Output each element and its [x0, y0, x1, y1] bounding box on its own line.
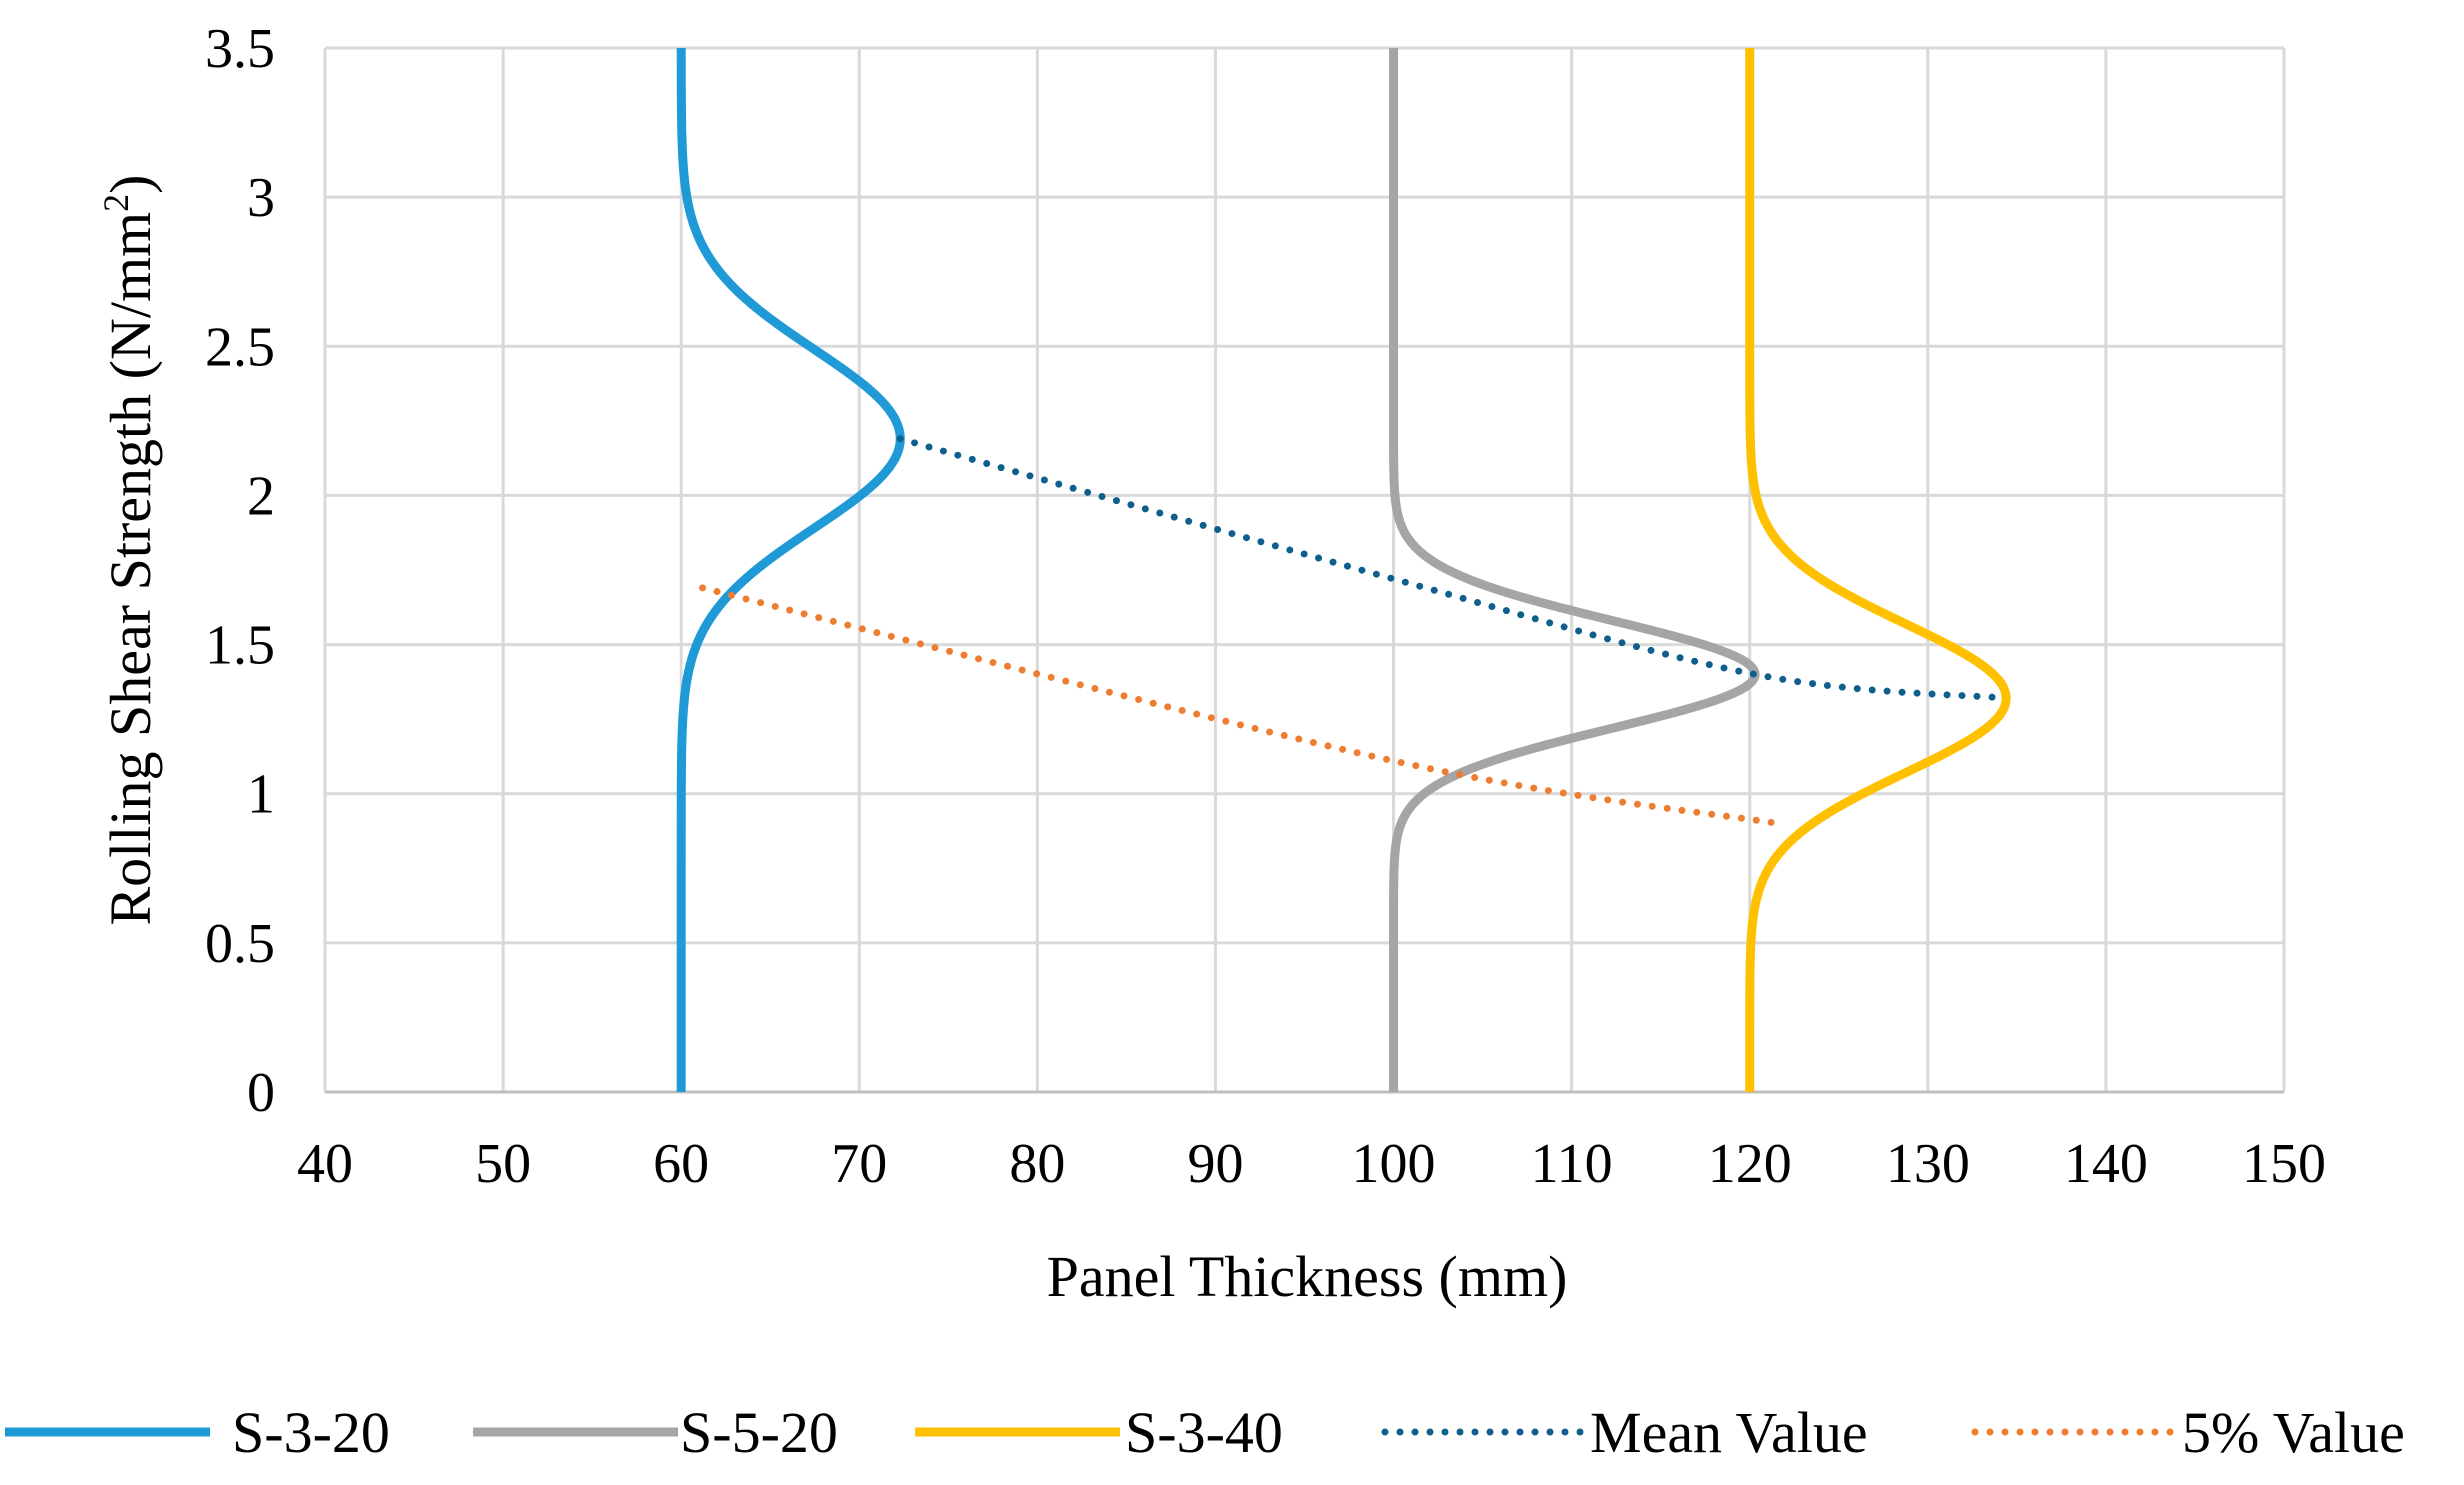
- legend-item-s-5-20: S-5-20: [473, 1400, 838, 1465]
- legend-label-s-5-20: S-5-20: [680, 1400, 838, 1465]
- x-tick-label-60: 60: [653, 1133, 709, 1195]
- tick-label-layer: 40 50 60 70 80 90 100 110 120 130 140 150 0 0.5 1 1.5 2 2…: [205, 18, 2326, 1195]
- y-tick-label-0.5: 0.5: [205, 913, 275, 975]
- x-tick-label-150: 150: [2242, 1133, 2326, 1195]
- y-tick-label-2.5: 2.5: [205, 316, 275, 378]
- legend-label-s-3-20: S-3-20: [232, 1400, 390, 1465]
- legend-label-s-3-40: S-3-40: [1125, 1400, 1283, 1465]
- x-tick-label-120: 120: [1708, 1133, 1792, 1195]
- x-tick-label-100: 100: [1352, 1133, 1436, 1195]
- grid-layer: [323, 46, 2286, 1094]
- series-s-3-40-curve: [1745, 45, 2011, 1095]
- y-axis-title-superscript: 2: [96, 194, 136, 212]
- legend-item-s-3-20: S-3-20: [5, 1400, 390, 1465]
- x-tick-label-140: 140: [2064, 1133, 2148, 1195]
- y-tick-label-1: 1: [247, 764, 275, 826]
- y-axis-title: Rolling Shear Strength (N/mm2): [96, 175, 163, 926]
- legend-item-mean-value: Mean Value: [1381, 1400, 1868, 1465]
- legend-label-mean-value: Mean Value: [1590, 1400, 1868, 1465]
- series-mean-value-line: [896, 435, 2010, 702]
- legend-item-s-3-40: S-3-40: [915, 1400, 1283, 1465]
- y-tick-label-3: 3: [247, 167, 275, 229]
- x-tick-label-80: 80: [1009, 1133, 1065, 1195]
- y-tick-label-3.5: 3.5: [205, 18, 275, 80]
- legend-item-5pct-value: 5% Value: [1971, 1400, 2405, 1465]
- legend-label-5pct-value: 5% Value: [2182, 1400, 2405, 1465]
- x-tick-label-130: 130: [1886, 1133, 1970, 1195]
- series-s-5-20-curve: [1389, 45, 1760, 1095]
- x-tick-label-90: 90: [1187, 1133, 1243, 1195]
- x-tick-label-50: 50: [475, 1133, 531, 1195]
- x-tick-label-70: 70: [831, 1133, 887, 1195]
- y-tick-label-2: 2: [247, 465, 275, 527]
- series-s-3-20-curve: [676, 45, 905, 1095]
- x-tick-label-40: 40: [297, 1133, 353, 1195]
- y-axis-title-closing: ): [98, 175, 163, 194]
- y-axis-title-main: Rolling Shear Strength (N/mm: [98, 212, 163, 926]
- legend: S-3-20 S-5-20 S-3-40 Mean Value 5% Value: [5, 1400, 2405, 1465]
- x-tick-label-110: 110: [1531, 1133, 1613, 1195]
- y-tick-label-1.5: 1.5: [205, 615, 275, 677]
- x-axis-title: Panel Thickness (mm): [1047, 1244, 1568, 1309]
- series-layer: [676, 45, 2011, 1095]
- y-tick-label-0: 0: [247, 1062, 275, 1124]
